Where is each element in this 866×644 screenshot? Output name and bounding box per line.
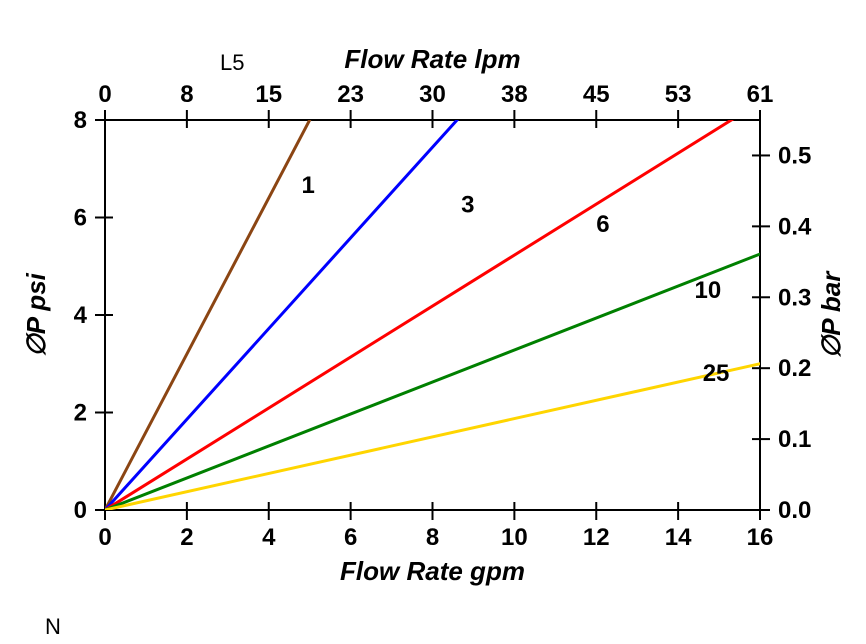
y-right-tick-label: 0.2 [778,355,811,382]
x-top-tick-label: 15 [255,81,282,108]
y-right-tick-label: 0.4 [778,213,812,240]
y-left-tick-label: 0 [74,497,87,524]
x-bottom-tick-label: 8 [426,524,439,551]
series-label: 1 [302,172,315,199]
series-label: 3 [461,192,474,219]
x-top-tick-label: 61 [747,81,774,108]
x-bottom-tick-label: 0 [98,524,111,551]
y-left-axis-label: ∅P psi [21,272,51,357]
x-top-tick-label: 23 [337,81,364,108]
x-top-tick-label: 53 [665,81,692,108]
series-label: 6 [596,211,609,238]
y-right-tick-label: 0.1 [778,426,811,453]
series-label: 25 [703,360,730,387]
corner-label-bottom-left: N [45,614,61,639]
x-bottom-tick-label: 12 [583,524,610,551]
corner-label-top-left: L5 [220,50,244,75]
x-top-tick-label: 45 [583,81,610,108]
x-top-tick-label: 38 [501,81,528,108]
x-bottom-tick-label: 6 [344,524,357,551]
x-bottom-tick-label: 4 [262,524,276,551]
pressure-flow-chart: 0246810121416Flow Rate gpm08152330384553… [0,0,866,644]
series-label: 10 [695,277,722,304]
x-top-tick-label: 30 [419,81,446,108]
x-bottom-tick-label: 10 [501,524,528,551]
y-left-tick-label: 8 [74,107,87,134]
y-left-tick-label: 6 [74,205,87,232]
x-top-tick-label: 0 [98,81,111,108]
y-right-tick-label: 0.0 [778,497,811,524]
y-right-tick-label: 0.5 [778,142,811,169]
y-left-tick-label: 2 [74,400,87,427]
x-top-axis-label: Flow Rate lpm [344,44,520,74]
x-bottom-tick-label: 14 [665,524,692,551]
y-left-tick-label: 4 [74,302,88,329]
x-bottom-axis-label: Flow Rate gpm [340,556,525,586]
x-top-tick-label: 8 [180,81,193,108]
chart-container: 0246810121416Flow Rate gpm08152330384553… [0,0,866,644]
y-right-axis-label: ∅P bar [816,270,846,359]
y-right-tick-label: 0.3 [778,284,811,311]
x-bottom-tick-label: 16 [747,524,774,551]
x-bottom-tick-label: 2 [180,524,193,551]
